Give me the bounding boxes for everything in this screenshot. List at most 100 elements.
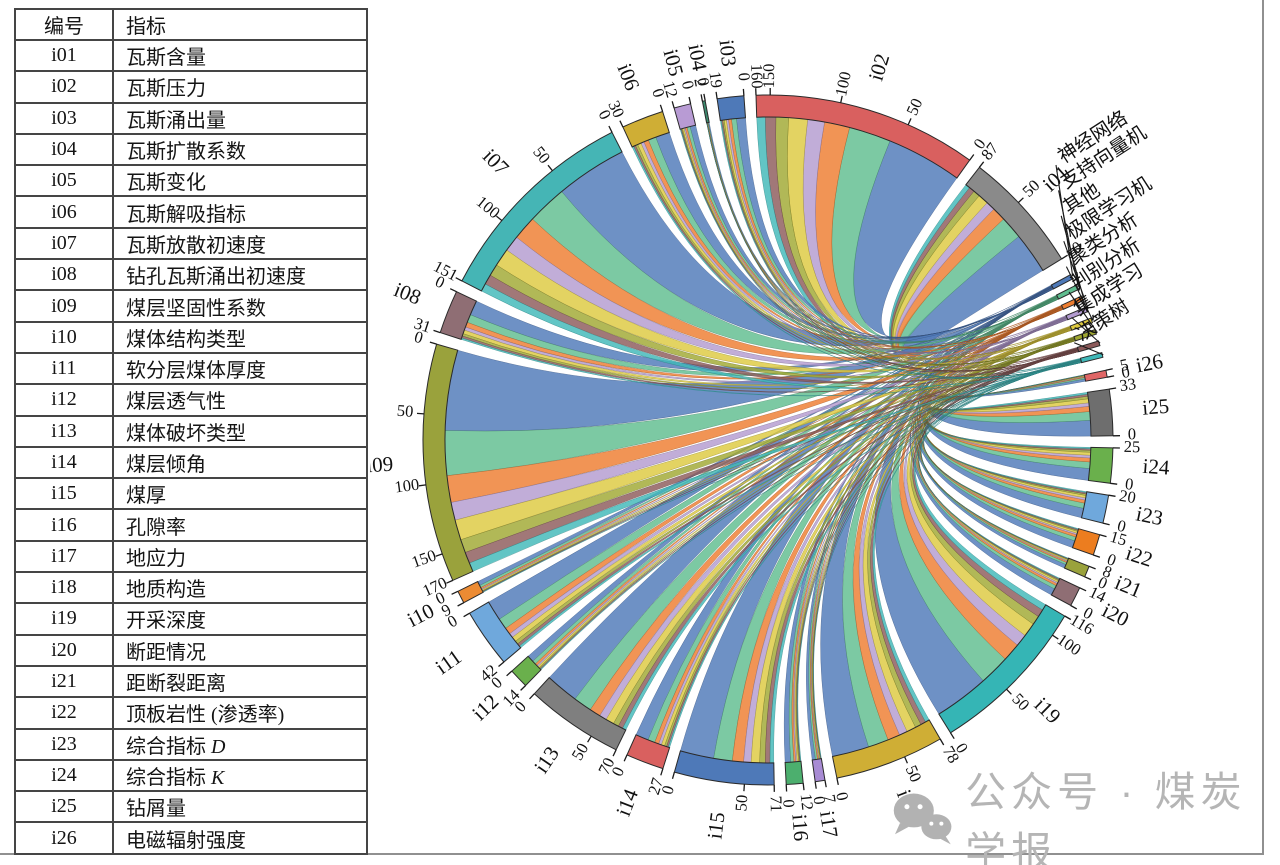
tick-i09: [416, 412, 425, 415]
tick-i02: [907, 118, 912, 126]
tick-i07: [608, 125, 613, 133]
segment-label-i10: i10: [403, 598, 438, 632]
table-row: i12 煤层透气性: [14, 383, 368, 417]
tick-i13: [587, 735, 592, 743]
tick-i02: [840, 95, 843, 103]
tick-label: 71: [767, 795, 786, 812]
arc-i04: [701, 100, 710, 124]
segment-label-i21: i21: [1111, 570, 1145, 602]
table-row: i17 地应力: [14, 539, 368, 574]
indicator-id: i13: [14, 414, 114, 448]
arc-i19: [938, 604, 1066, 734]
indicator-id: i11: [14, 351, 114, 386]
tick-label: 50: [731, 794, 751, 812]
tick-label: 100: [393, 475, 420, 497]
arc-i17: [811, 758, 826, 783]
segment-label-i18: i18: [892, 786, 924, 820]
arc-i01: [965, 166, 1063, 272]
segment-label-i16: i16: [787, 813, 813, 842]
tick-i04: [703, 93, 706, 101]
table-row: i11 软分层煤体厚度: [14, 351, 368, 386]
segment-label-i25: i25: [1141, 394, 1170, 420]
indicator-id: i08: [14, 258, 114, 292]
table-row: i21 距断裂距离: [14, 664, 368, 699]
tick-i15: [743, 784, 746, 792]
tick-label: 2: [690, 76, 710, 88]
tick-i16: [802, 783, 805, 791]
tick-label: 0: [832, 790, 852, 802]
indicator-id: i24: [14, 758, 114, 793]
arc-i20: [1050, 577, 1081, 607]
indicator-label: 地应力: [112, 539, 368, 574]
tick-i01: [978, 161, 985, 168]
arc-i14: [626, 734, 671, 770]
indicator-label: 瓦斯放散初速度: [112, 226, 368, 261]
indicator-table: 编号 指标 i01 瓦斯含量 i02 瓦斯压力 i03 瓦斯涌出量 i04 瓦斯扩散系数 i05…: [14, 8, 368, 855]
tick-label: 0: [735, 72, 755, 82]
segment-label-i09: i09: [370, 452, 394, 478]
method-leader-line: [1065, 266, 1094, 321]
indicator-label: 煤体破坏类型: [112, 414, 368, 448]
tick-label: 14: [1086, 582, 1109, 606]
indicator-label: 地质构造: [112, 571, 368, 605]
tick-i10: [451, 590, 459, 595]
indicator-label: 瓦斯压力: [112, 70, 368, 104]
tick-i22: [1093, 554, 1101, 558]
tick-label: 151: [430, 256, 461, 284]
indicator-label: 煤层倾角: [112, 445, 368, 480]
table-row: i01 瓦斯含量: [14, 38, 368, 73]
tick-i06: [619, 120, 624, 128]
table-row: i26 电磁辐射强度: [14, 821, 368, 855]
tick-i07: [547, 164, 553, 172]
segment-label-i22: i22: [1123, 541, 1156, 572]
segment-label-i07: i07: [478, 144, 514, 180]
tick-i07: [455, 277, 463, 282]
indicator-id: i10: [14, 320, 114, 354]
tick-label: 78: [939, 743, 964, 767]
chord-chart-area: 0 50 100 150 160 i02 0 50 87 i01 0 5 i26 0 33 i25 0 25 i24…: [370, 0, 1262, 865]
tick-label: 27: [644, 775, 667, 796]
tick-i25: [1109, 387, 1117, 390]
tick-label: 15: [1108, 527, 1129, 550]
tick-i05: [671, 101, 675, 109]
tick-label: 7: [820, 793, 840, 804]
table-row: i20 断距情况: [14, 633, 368, 667]
tick-label: 50: [902, 95, 926, 118]
tick-label: 20: [1118, 486, 1137, 507]
table-row: i23 综合指标 D: [14, 727, 368, 761]
segment-label-i14: i14: [611, 785, 643, 819]
table-row: i04 瓦斯扩散系数: [14, 132, 368, 167]
segment-label-i11: i11: [431, 644, 466, 679]
indicator-label: 软分层煤体厚度: [112, 351, 368, 386]
indicator-label: 电磁辐射强度: [112, 821, 368, 855]
table-row: i06 瓦斯解吸指标: [14, 195, 368, 229]
indicator-label: 煤层坚固性系数: [112, 289, 368, 323]
arc-i05: [673, 103, 697, 130]
tick-i23: [1102, 522, 1110, 526]
tick-i19: [1052, 634, 1059, 640]
tick-i09: [429, 341, 437, 345]
tick-label: 50: [529, 142, 554, 167]
arc-method-7: [1079, 351, 1104, 364]
indicator-id: i21: [14, 664, 114, 699]
arc-i06: [622, 110, 670, 148]
segment-label-i26: i26: [1134, 349, 1165, 378]
tick-i05: [688, 96, 692, 104]
indicator-label: 煤层透气性: [112, 383, 368, 417]
tick-i13: [529, 693, 535, 700]
tick-label: 70: [594, 754, 618, 777]
tick-label: 19: [705, 70, 726, 89]
table-row: i10 煤体结构类型: [14, 320, 368, 354]
tick-label: 50: [396, 401, 414, 421]
tick-label: 8: [1100, 561, 1115, 582]
tick-i03: [742, 88, 745, 96]
tick-label: 150: [759, 64, 778, 89]
segment-label-i02: i02: [864, 51, 895, 84]
indicator-label: 瓦斯含量: [112, 38, 368, 73]
table-row: i15 煤厚: [14, 477, 368, 511]
table-row: i02 瓦斯压力: [14, 70, 368, 104]
indicator-label: 煤体结构类型: [112, 320, 368, 354]
segment-label-i17: i17: [815, 809, 843, 839]
tick-i08: [433, 329, 441, 334]
indicator-label: 瓦斯涌出量: [112, 101, 368, 135]
